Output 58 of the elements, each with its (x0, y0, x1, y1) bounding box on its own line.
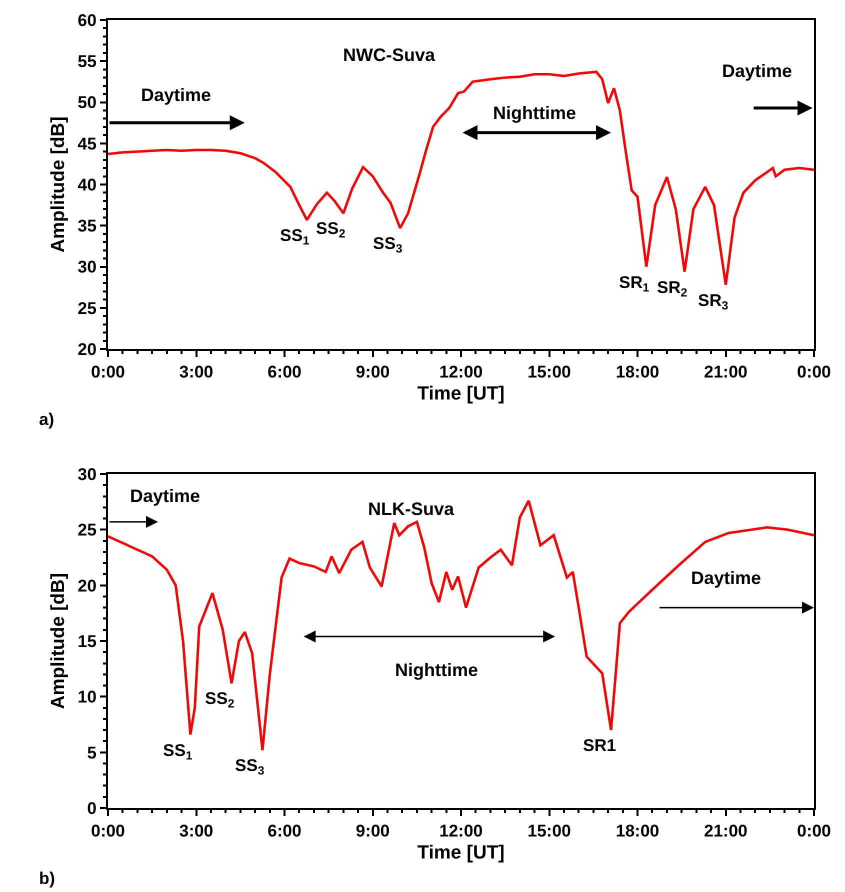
x-tick-label: 3:00 (179, 821, 214, 840)
y-tick-label: 10 (78, 688, 97, 707)
x-tick-label: 21:00 (704, 362, 748, 382)
y-tick-label: 25 (78, 298, 97, 318)
y-tick-label: 15 (78, 632, 97, 651)
x-tick-label: 12:00 (439, 821, 483, 840)
y-tick-label: 40 (78, 175, 97, 194)
text: b) (39, 869, 56, 888)
annotation: SS$_{3}$ (235, 756, 265, 778)
text: NLK-Suva (368, 499, 455, 519)
annotation: SS$_{1}$ (163, 741, 193, 763)
x-tick-label: 18:00 (616, 821, 660, 840)
annotation: SS$_{1}$ (280, 226, 310, 248)
x-tick-label: 12:00 (439, 362, 483, 382)
x-tick-label: 21:00 (704, 821, 748, 840)
x-tick-label: 0:00 (90, 362, 126, 382)
x-tick-label: 0:00 (90, 821, 126, 840)
y-tick-label: 0 (87, 798, 97, 818)
annotation: Daytime (722, 61, 792, 81)
y-tick-label: 30 (78, 464, 97, 484)
annotation: SS$_{2}$ (205, 689, 235, 711)
x-axis-title: Time [UT] (417, 842, 505, 864)
y-tick-label: 35 (78, 216, 97, 236)
annotation: SS$_{3}$ (373, 234, 403, 256)
y-tick-label: 50 (78, 93, 97, 112)
y-axis-title: Amplitude [dB] (48, 116, 70, 253)
annotation: SS$_{2}$ (316, 219, 346, 241)
text: a) (39, 410, 54, 429)
annotation: Daytime (130, 486, 200, 506)
y-tick-label: 45 (78, 134, 97, 154)
annotation: SR1 (583, 736, 616, 755)
y-tick-label: 60 (78, 10, 97, 30)
annotation: Daytime (691, 568, 762, 588)
annotation: SR$_{1}$ (619, 273, 650, 295)
x-tick-label: 3:00 (179, 362, 214, 382)
x-tick-label: 15:00 (528, 821, 571, 840)
x-tick-label: 9:00 (356, 821, 390, 840)
x-tick-label: 6:00 (267, 362, 302, 382)
y-tick-label: 30 (78, 258, 97, 277)
x-tick-label: 18:00 (616, 362, 660, 382)
y-tick-label: 5 (87, 743, 97, 762)
x-axis-title: Time [UT] (417, 384, 505, 405)
annotation: SR$_{2}$ (657, 278, 688, 300)
y-tick-label: 20 (78, 576, 97, 596)
y-axis-title: Amplitude [dB] (48, 572, 70, 710)
annotation: Nighttime (395, 660, 478, 680)
y-tick-label: 20 (78, 340, 97, 359)
x-tick-label: 0:00 (796, 362, 832, 382)
annotation: Nighttime (493, 103, 576, 123)
x-tick-label: 0:00 (796, 821, 832, 840)
y-tick-label: 25 (78, 520, 97, 540)
annotation: SR$_{3}$ (698, 291, 729, 313)
y-tick-label: 55 (78, 52, 97, 72)
annotation: Daytime (141, 85, 212, 105)
x-tick-label: 6:00 (267, 821, 302, 840)
x-tick-label: 9:00 (356, 362, 390, 382)
x-tick-label: 15:00 (528, 362, 571, 382)
text: NWC-Suva (343, 45, 436, 65)
